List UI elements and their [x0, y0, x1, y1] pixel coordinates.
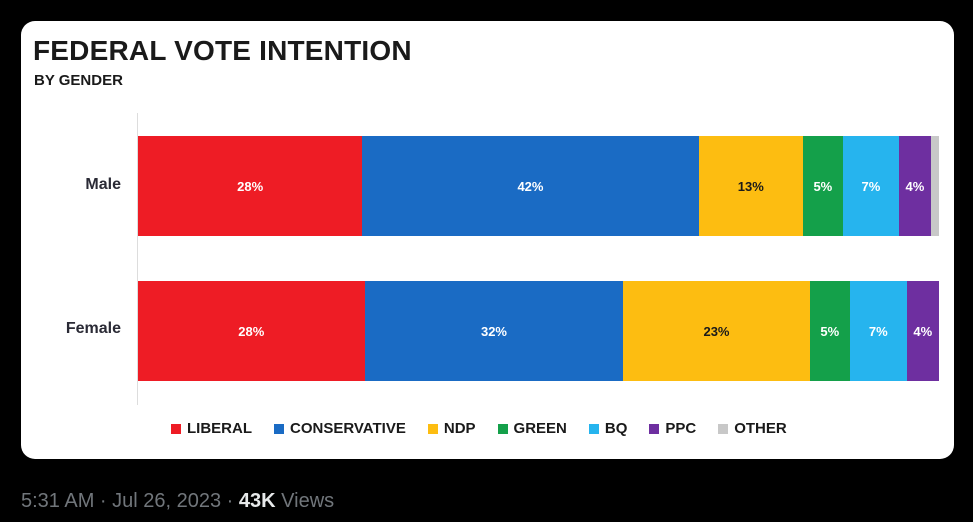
chart-subtitle: BY GENDER: [34, 72, 123, 89]
chart-card: FEDERAL VOTE INTENTION BY GENDER Male Fe…: [21, 21, 954, 459]
legend-label: BQ: [604, 420, 628, 437]
data-label: 7%: [861, 178, 881, 194]
bar-segment-male-bq: 7%: [842, 136, 899, 236]
chart-title: FEDERAL VOTE INTENTION: [33, 35, 412, 66]
data-label: 5%: [813, 178, 833, 194]
legend-label: LIBERAL: [187, 420, 252, 437]
legend-label: NDP: [443, 420, 476, 437]
views-label: Views: [275, 490, 335, 512]
data-label: 28%: [238, 323, 265, 339]
legend-swatch: [588, 423, 599, 434]
bar-segment-male-green: 5%: [802, 136, 843, 236]
data-label: 42%: [517, 178, 544, 194]
data-label: 28%: [237, 178, 264, 194]
category-axis-line: [137, 113, 138, 405]
bar-segment-female-green: 5%: [809, 281, 850, 381]
bar-segment-male-liberal: 28%: [138, 136, 363, 236]
bar-segment-male-ndp: 13%: [698, 136, 803, 236]
bar-segment-male-other: [930, 136, 939, 236]
bar-row-male: 28% 42% 13% 5% 7% 4%: [138, 136, 939, 236]
legend-label: CONSERVATIVE: [290, 420, 406, 437]
data-label: 5%: [820, 323, 840, 339]
legend-swatch: [497, 423, 508, 434]
legend-item-liberal: LIBERAL: [171, 420, 252, 437]
data-label: 32%: [480, 323, 507, 339]
data-label: 4%: [905, 178, 925, 194]
legend-label: PPC: [665, 420, 697, 437]
legend-item-bq: BQ: [588, 420, 628, 437]
data-label: 13%: [737, 178, 764, 194]
tweet-timestamp[interactable]: 5:31 AM · Jul 26, 2023 ·: [21, 490, 239, 512]
legend-swatch: [718, 423, 729, 434]
bar-segment-female-conservative: 32%: [364, 281, 624, 381]
legend-swatch: [274, 423, 284, 434]
bar-segment-male-conservative: 42%: [362, 136, 699, 236]
data-label: 23%: [703, 323, 730, 339]
views-count: 43K: [238, 490, 276, 512]
legend-item-green: GREEN: [497, 420, 567, 437]
bar-segment-female-ndp: 23%: [623, 281, 810, 381]
legend: LIBERAL CONSERVATIVE NDP GREEN BQ PPC OTHER: [171, 420, 787, 437]
legend-label: GREEN: [513, 420, 567, 437]
legend-swatch: [171, 423, 181, 434]
legend-item-conservative: CONSERVATIVE: [274, 420, 406, 437]
tweet-footer: 5:31 AM · Jul 26, 2023 · 43K Views: [21, 490, 334, 513]
bar-segment-female-bq: 7%: [850, 281, 907, 381]
bar-row-female: 28% 32% 23% 5% 7% 4%: [138, 281, 939, 381]
row-label-male: Male: [85, 176, 121, 193]
bar-segment-male-ppc: 4%: [898, 136, 931, 236]
legend-swatch: [427, 423, 438, 434]
bar-segment-female-liberal: 28%: [138, 281, 365, 381]
legend-item-ppc: PPC: [649, 420, 696, 437]
row-label-female: Female: [65, 320, 121, 337]
legend-swatch: [649, 423, 660, 434]
legend-item-ndp: NDP: [427, 420, 476, 437]
data-label: 7%: [868, 323, 888, 339]
data-label: 4%: [913, 323, 933, 339]
bar-segment-female-ppc: 4%: [906, 281, 939, 381]
legend-item-other: OTHER: [718, 420, 787, 437]
legend-label: OTHER: [734, 420, 787, 437]
